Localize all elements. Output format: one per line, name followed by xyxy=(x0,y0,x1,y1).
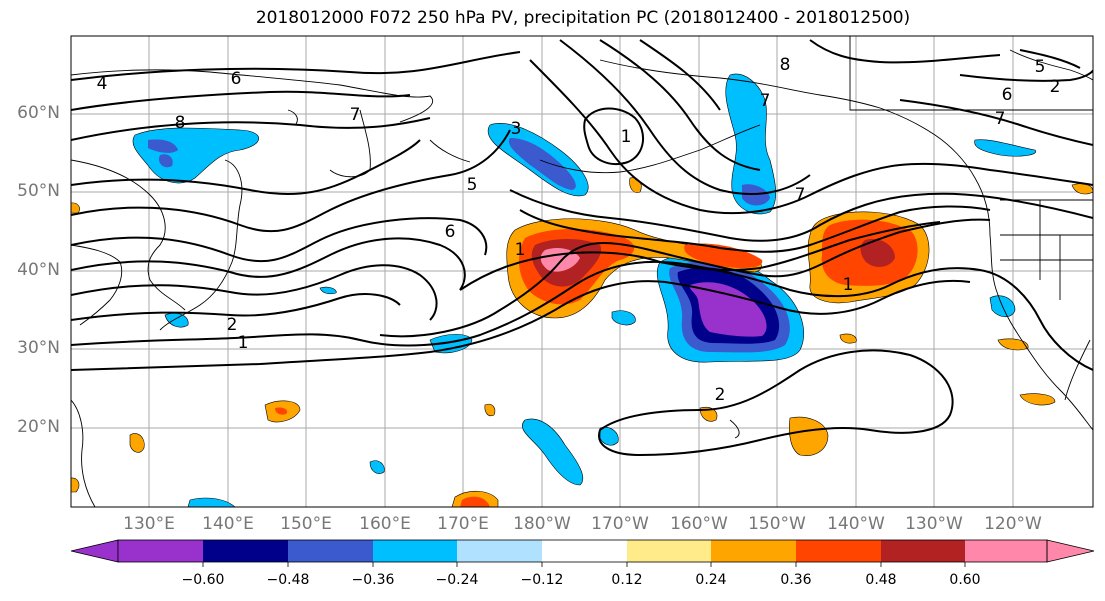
colorbar-frame xyxy=(117,539,1048,563)
contour-label: 4 xyxy=(97,74,108,94)
colorbar-bin xyxy=(288,540,373,562)
contour-label: 3 xyxy=(511,119,522,139)
colorbar-tick-label: 0.48 xyxy=(865,572,897,588)
lat-label: 40°N xyxy=(17,260,60,280)
contour-label: 8 xyxy=(175,113,186,133)
contour-label: 2 xyxy=(227,315,238,335)
lon-label: 140°E xyxy=(202,514,254,534)
colorbar-bin xyxy=(796,540,881,562)
lon-label: 150°W xyxy=(748,514,806,534)
lon-label: 150°E xyxy=(280,514,332,534)
contour-label: 5 xyxy=(1035,57,1046,77)
pv-contours xyxy=(71,39,1093,457)
map-frame xyxy=(70,35,1094,508)
contour-label: 7 xyxy=(760,91,771,111)
colorbar xyxy=(70,539,1095,567)
contour-label: 1 xyxy=(238,333,249,353)
colorbar-tick-label: 0.60 xyxy=(949,572,981,588)
precip-region-small-1 xyxy=(522,418,584,486)
lat-label: 20°N xyxy=(17,417,60,437)
colorbar-tick-label: 0.12 xyxy=(611,572,643,588)
lon-label: 120°W xyxy=(984,514,1042,534)
lon-label: 130°E xyxy=(123,514,175,534)
colorbar-bin xyxy=(457,540,542,562)
colorbar-tick-label: −0.36 xyxy=(351,572,395,588)
contour-label: 6 xyxy=(1002,85,1013,105)
lon-label: 170°E xyxy=(437,514,489,534)
colorbar-tick-label: −0.12 xyxy=(520,572,564,588)
colorbar-tick-label: −0.48 xyxy=(266,572,310,588)
contour-label: 1 xyxy=(621,127,632,147)
colorbar-tick-label: −0.60 xyxy=(181,572,225,588)
lon-label: 160°E xyxy=(359,514,411,534)
colorbar-tick-label: 0.24 xyxy=(695,572,727,588)
colorbar-bin xyxy=(965,540,1047,562)
contour-label: 7 xyxy=(995,109,1006,129)
lat-label: 50°N xyxy=(17,181,60,201)
colorbar-extend-high xyxy=(1046,539,1095,563)
lat-label: 30°N xyxy=(17,338,60,358)
colorbar-bin xyxy=(203,540,288,562)
contour-label: 2 xyxy=(1050,77,1061,97)
contour-label: 1 xyxy=(515,240,526,260)
contour-labels: 4 6 8 7 2 1 3 5 6 1 8 7 7 7 2 1 1 6 5 2 xyxy=(97,55,1061,405)
colorbar-extend-low xyxy=(70,539,119,563)
map-title: 2018012000 F072 250 hPa PV, precipitatio… xyxy=(255,8,911,28)
lon-label: 180°W xyxy=(513,514,571,534)
contour-label: 7 xyxy=(350,105,361,125)
contour-label: 8 xyxy=(780,55,791,75)
colorbar-bin xyxy=(118,540,203,562)
colorbar-bin xyxy=(373,540,457,562)
contour-label: 7 xyxy=(795,185,806,205)
contour-label: 5 xyxy=(467,175,478,195)
contour-label: 6 xyxy=(445,222,456,242)
precip-negative-fields xyxy=(132,73,1037,507)
contour-label: 6 xyxy=(231,69,242,89)
lon-label: 170°W xyxy=(591,514,649,534)
colorbar-tick-label: −0.24 xyxy=(435,572,479,588)
colorbar-bin xyxy=(881,540,965,562)
contour-label: 1 xyxy=(843,275,854,295)
lon-label: 140°W xyxy=(827,514,885,534)
contour-label: 2 xyxy=(715,385,726,405)
lat-label: 60°N xyxy=(17,103,60,123)
lon-label: 160°W xyxy=(670,514,728,534)
colorbar-bin xyxy=(542,540,627,562)
colorbar-bin xyxy=(627,540,711,562)
colorbar-bin xyxy=(711,540,796,562)
lon-label: 130°W xyxy=(905,514,963,534)
colorbar-tick-label: 0.36 xyxy=(780,572,812,588)
